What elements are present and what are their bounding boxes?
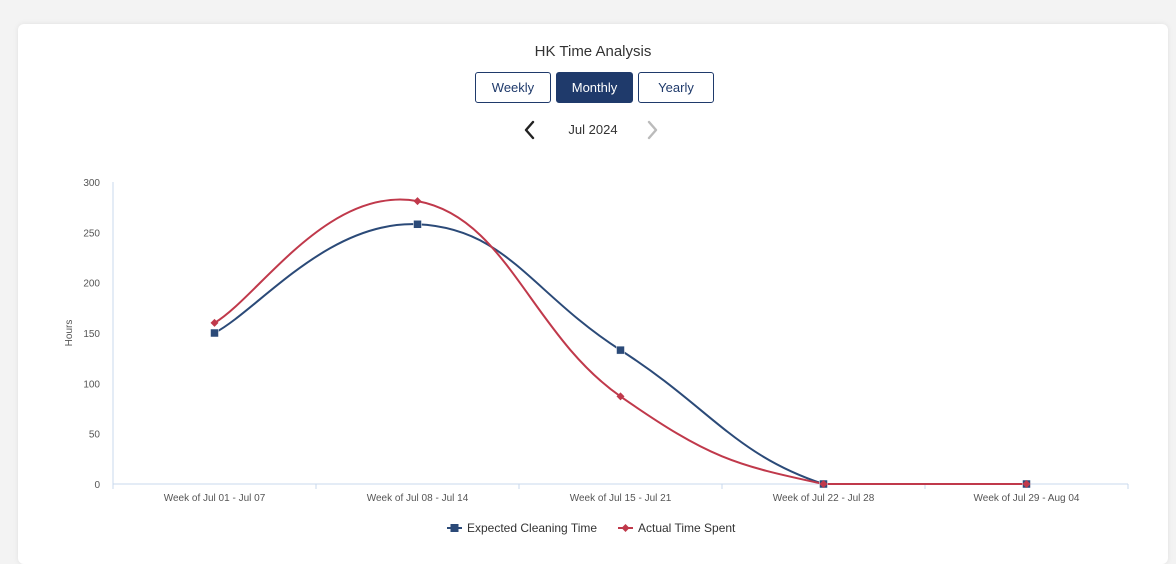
line-chart: 0 50 100 150 200 250 300 Hours Week of Jul 01 - …: [64, 178, 1129, 535]
series-line-1: [213, 198, 1027, 486]
legend-label[interactable]: Actual Time Spent: [638, 521, 736, 535]
weekly-button[interactable]: Weekly: [475, 72, 551, 103]
x-tick-label: Week of Jul 29 - Aug 04: [974, 493, 1080, 504]
period-label: Jul 2024: [568, 122, 618, 137]
actual-point: [616, 392, 625, 401]
legend-diamond-icon: [621, 524, 630, 532]
chart-title: HK Time Analysis: [534, 43, 652, 60]
actual-point: [210, 318, 219, 327]
y-tick-label: 100: [83, 379, 100, 390]
y-tick-label: 150: [83, 329, 100, 340]
actual-point: [819, 480, 828, 488]
x-tick-label: Week of Jul 01 - Jul 07: [164, 493, 266, 504]
x-tick-label: Week of Jul 08 - Jul 14: [367, 493, 469, 504]
x-tick-label: Week of Jul 15 - Jul 21: [570, 493, 672, 504]
actual-point: [413, 197, 422, 206]
y-tick-label: 0: [94, 480, 100, 491]
expected-point: [413, 220, 422, 229]
period-navigator: Jul 2024: [518, 118, 668, 142]
actual-point: [1022, 480, 1031, 488]
monthly-button[interactable]: Monthly: [556, 72, 633, 103]
expected-point: [210, 328, 219, 338]
expected-point: [616, 345, 625, 355]
yearly-button[interactable]: Yearly: [638, 72, 714, 103]
chevron-left-icon[interactable]: [518, 118, 542, 142]
y-tick-label: 250: [83, 228, 100, 239]
chevron-right-icon[interactable]: [640, 118, 664, 142]
legend-label[interactable]: Expected Cleaning Time: [467, 521, 597, 535]
x-tick-label: Week of Jul 22 - Jul 28: [773, 493, 875, 504]
y-tick-label: 200: [83, 279, 100, 290]
legend-square-icon: [450, 524, 459, 532]
y-tick-label: 50: [89, 430, 101, 441]
chart-card: HK Time Analysis Weekly Monthly Yearly J…: [18, 24, 1168, 564]
period-toggle-group: Weekly Monthly Yearly: [475, 72, 714, 103]
y-axis-title: Hours: [64, 320, 75, 347]
y-tick-label: 300: [83, 178, 100, 189]
